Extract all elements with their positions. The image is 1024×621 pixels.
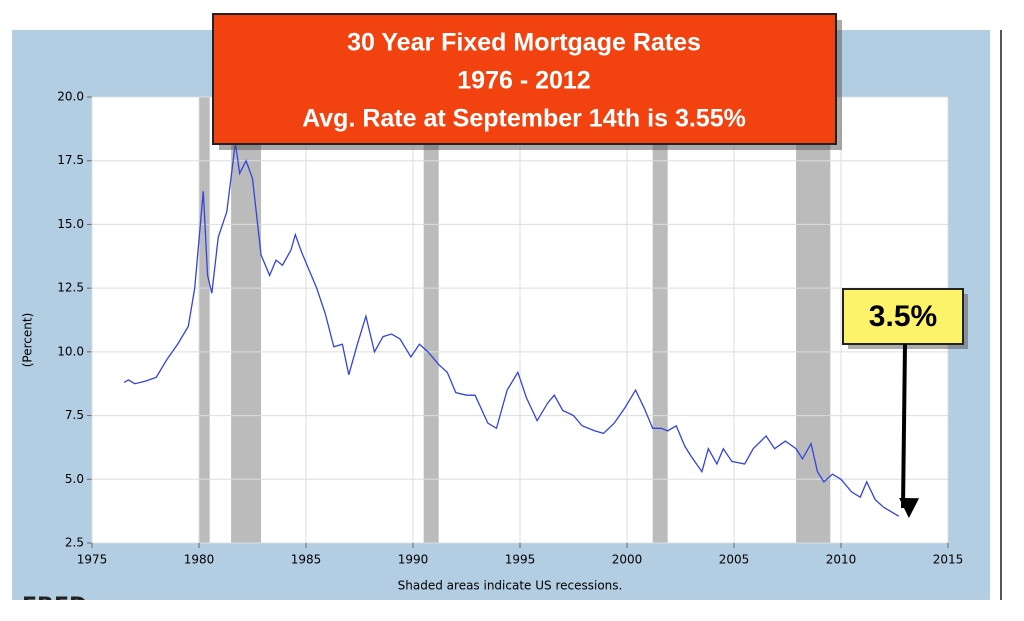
x-tick-label: 1990 [398, 553, 429, 567]
callout: 3.5% [869, 300, 937, 333]
y-tick-label: 15.0 [57, 217, 84, 231]
recession-band [423, 97, 439, 543]
y-tick-label: 20.0 [57, 90, 84, 104]
y-tick-label: 5.0 [65, 472, 84, 486]
x-tick-label: 2010 [826, 553, 857, 567]
recession-band [652, 97, 668, 543]
callout-box [842, 288, 964, 345]
x-tick-label: 2005 [719, 553, 750, 567]
x-tick-label: 2015 [933, 553, 964, 567]
headline-note: Avg. Rate at September 14th is 3.55% [302, 105, 746, 133]
y-tick-label: 17.5 [57, 153, 84, 167]
title: 30 Year Fixed Mortgage Rates [347, 29, 701, 57]
y-tick-label: 10.0 [57, 344, 84, 358]
bottom-strip [0, 600, 1024, 617]
x-tick-label: 1980 [184, 553, 215, 567]
y-tick-label: 7.5 [65, 408, 84, 422]
x-tick-label: 1985 [291, 553, 322, 567]
y-tick-label: 12.5 [57, 281, 84, 295]
x-tick-label: 1995 [505, 553, 536, 567]
footnote: Shaded areas indicate US recessions. [398, 579, 623, 593]
x-tick-label: 1975 [77, 553, 108, 567]
x-tick-label: 2000 [612, 553, 643, 567]
y-tick-label: 2.5 [65, 536, 84, 550]
rate-line [123, 142, 900, 517]
recession-band [199, 97, 210, 543]
callout-arrow [899, 343, 920, 519]
subtitle: 1976 - 2012 [457, 67, 590, 95]
recession-band [796, 97, 831, 543]
y-axis-label: (Percent) [21, 313, 35, 368]
title-box [212, 13, 837, 145]
recession-band [231, 97, 262, 543]
